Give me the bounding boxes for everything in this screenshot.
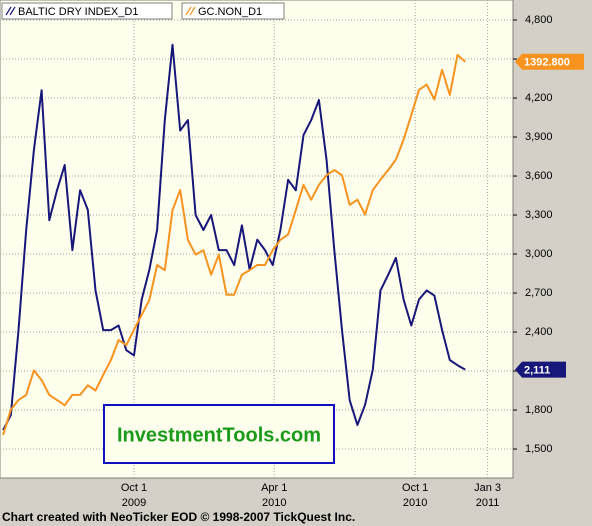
legend-label: GC.NON_D1	[198, 6, 262, 18]
y-tick-label: 2,400	[525, 326, 553, 338]
x-tick-year: 2009	[122, 497, 146, 509]
last-value-marker	[515, 361, 566, 378]
x-tick-label: Oct 1	[121, 482, 147, 494]
x-tick-label: Apr 1	[261, 482, 287, 494]
y-tick-label: 3,000	[525, 248, 553, 260]
y-tick-label: 3,900	[525, 131, 553, 143]
x-tick-label: Oct 1	[402, 482, 428, 494]
watermark-box	[103, 404, 335, 464]
last-value-label: 1392.800	[524, 57, 570, 69]
y-tick-label: 1,500	[525, 443, 553, 455]
y-tick-label: 3,300	[525, 209, 553, 221]
series-line	[2, 43, 466, 431]
plot-area	[0, 0, 514, 479]
x-tick-year: 2011	[476, 497, 500, 509]
footer: Chart created with NeoTicker EOD © 1998-…	[2, 510, 355, 524]
y-tick-label: 4,200	[525, 92, 553, 104]
last-value-marker	[515, 53, 584, 70]
legend-icon	[185, 6, 196, 16]
legend-icon	[5, 6, 16, 16]
y-tick-label: 3,600	[525, 170, 553, 182]
x-tick-year: 2010	[403, 497, 427, 509]
y-tick-label: 1,800	[525, 404, 553, 416]
y-tick-label: 4,800	[525, 14, 553, 26]
legend-box	[1, 2, 173, 20]
last-value-label: 2,111	[524, 365, 550, 377]
watermark: InvestmentTools.com	[117, 424, 321, 446]
x-tick-year: 2010	[262, 497, 286, 509]
legend-box	[181, 2, 285, 20]
series-lines	[2, 43, 466, 436]
series-line	[2, 53, 466, 436]
legend-label: BALTIC DRY INDEX_D1	[18, 6, 138, 18]
x-tick-label: Jan 3	[474, 482, 501, 494]
y-tick-label: 2,700	[525, 287, 553, 299]
